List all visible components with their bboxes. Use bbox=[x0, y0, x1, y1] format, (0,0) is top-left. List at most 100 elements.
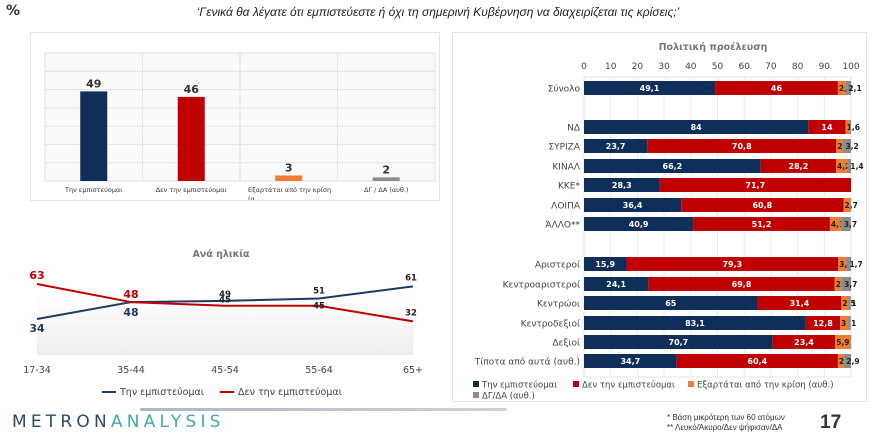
row-label: ΚΙΝΑΛ bbox=[552, 163, 580, 173]
segment-label: 3,7 bbox=[844, 280, 857, 289]
category-label: Την εμπιστεύομαι bbox=[64, 186, 122, 194]
bar-segment bbox=[659, 178, 851, 192]
category-label: Δεν την εμπιστεύομαι bbox=[156, 186, 227, 194]
bar-segment bbox=[838, 257, 847, 271]
bar-segment bbox=[840, 316, 849, 330]
bar-segment bbox=[584, 257, 627, 271]
bar-segment bbox=[584, 296, 758, 310]
bar-segment bbox=[843, 354, 851, 368]
bar-3 bbox=[275, 175, 303, 181]
bar-1 bbox=[80, 91, 108, 181]
series-line-distrust bbox=[36, 283, 414, 323]
data-label-trust: 48 bbox=[123, 306, 138, 319]
row-label: Αριστεροί bbox=[535, 261, 580, 271]
x-tick-label: 20 bbox=[632, 62, 644, 72]
row-label: ΛΟΙΠΑ bbox=[551, 202, 581, 212]
bar-segment bbox=[760, 159, 837, 173]
segment-label: 66,2 bbox=[663, 162, 683, 171]
x-tick-label: 65+ bbox=[403, 365, 423, 376]
footnote-2: ** Λευκό/Άκυρο/Δεν ψήφισαν/ΔΑ bbox=[667, 423, 783, 432]
bar-segment bbox=[584, 198, 682, 212]
bar-segment bbox=[772, 335, 836, 349]
data-label-trust: 34 bbox=[29, 322, 45, 335]
segment-label: 3,2 bbox=[845, 142, 858, 151]
segment-label: 1 bbox=[851, 299, 856, 308]
overall-chart-panel: 49 Την εμπιστεύομαι 46 Δεν την εμπιστεύομαι… bbox=[30, 32, 440, 203]
bar-segment bbox=[647, 139, 837, 153]
segment-label: 3,7 bbox=[844, 220, 857, 229]
bar-value-label: 49 bbox=[86, 77, 101, 90]
row-label: Κεντροαριστεροί bbox=[503, 281, 580, 291]
x-tick-label: 10 bbox=[605, 62, 617, 72]
data-label-trust: 61 bbox=[405, 273, 417, 283]
legend-label: Δεν την εμπιστεύομαι bbox=[582, 380, 675, 391]
x-tick-label: 60 bbox=[738, 62, 750, 72]
bar-segment bbox=[845, 81, 851, 95]
segment-label: 24,1 bbox=[606, 280, 626, 289]
bar-segment bbox=[848, 296, 851, 310]
bar-segment bbox=[715, 81, 838, 95]
bar-value-label: 2 bbox=[382, 163, 390, 176]
bar-segment bbox=[757, 296, 842, 310]
row-label: ΚΚΕ* bbox=[558, 182, 580, 192]
bar-segment bbox=[843, 198, 851, 212]
x-tick-label: 50 bbox=[712, 62, 724, 72]
bar-segment bbox=[849, 120, 851, 134]
x-tick-label: 17-34 bbox=[23, 365, 51, 376]
x-tick-label: 55-64 bbox=[305, 365, 333, 376]
bar-segment bbox=[693, 217, 830, 231]
row-label: Κεντρώοι bbox=[537, 299, 580, 310]
footnotes: * Βάση μικρότερη των 60 ατόμων ** Λευκό/… bbox=[667, 413, 785, 433]
segment-label: 28,2 bbox=[789, 162, 809, 171]
segment-label: 70,7 bbox=[669, 338, 689, 347]
segment-label: 31,4 bbox=[790, 299, 810, 308]
bar-segment bbox=[584, 354, 677, 368]
segment-label: 40,9 bbox=[629, 220, 649, 229]
bar-segment bbox=[584, 335, 773, 349]
segment-label: 28,3 bbox=[612, 181, 632, 190]
segment-label: 46 bbox=[771, 84, 783, 93]
segment-label: 12,8 bbox=[813, 319, 833, 328]
segment-label: 14 bbox=[821, 123, 833, 132]
bar-segment bbox=[845, 120, 850, 134]
segment-label: 23,4 bbox=[794, 338, 814, 347]
segment-label: 1,7 bbox=[849, 260, 862, 269]
data-label-distrust: 45 bbox=[313, 302, 325, 312]
bar-segment bbox=[676, 354, 838, 368]
bar-segment bbox=[584, 81, 716, 95]
bar-segment bbox=[584, 277, 649, 291]
legend-label: ΔΓ/ΔΑ (αυθ.) bbox=[482, 392, 535, 402]
row-label: Σύνολο bbox=[548, 84, 581, 95]
data-label-distrust: 48 bbox=[123, 288, 138, 301]
legend-swatch bbox=[473, 392, 479, 398]
x-tick-label: 100 bbox=[842, 62, 859, 72]
category-label: Εξαρτάται από την κρίση bbox=[248, 186, 331, 194]
segment-label: 60,4 bbox=[747, 357, 767, 366]
x-tick-label: 30 bbox=[658, 62, 670, 72]
bar-segment bbox=[808, 120, 846, 134]
x-tick-label: 80 bbox=[792, 62, 804, 72]
segment-label: 34,7 bbox=[620, 357, 640, 366]
segment-label: 36,4 bbox=[623, 201, 643, 210]
data-label-distrust: 63 bbox=[29, 269, 44, 282]
segment-label: 79,3 bbox=[722, 260, 742, 269]
segment-label: 84 bbox=[691, 123, 703, 132]
data-label-trust: 51 bbox=[313, 286, 325, 296]
bar-segment bbox=[842, 139, 851, 153]
segment-label: 1 bbox=[851, 319, 856, 328]
segment-label: 71,7 bbox=[745, 181, 765, 190]
bar-segment bbox=[848, 316, 851, 330]
data-label-trust: 49 bbox=[219, 290, 231, 300]
segment-label: 2,7 bbox=[845, 201, 858, 210]
segment-label: 2,1 bbox=[848, 84, 861, 93]
segment-label: 70,8 bbox=[732, 142, 752, 151]
bar-segment bbox=[836, 159, 848, 173]
data-label-distrust: 32 bbox=[405, 308, 417, 318]
segment-label: 4,1 bbox=[831, 220, 844, 229]
legend-label-trust: Την εμπιστεύομαι bbox=[119, 387, 204, 398]
segment-label: 3,1 bbox=[839, 260, 852, 269]
bar-4 bbox=[372, 177, 400, 181]
page-number: 17 bbox=[820, 412, 842, 433]
segment-label: 65 bbox=[665, 299, 677, 308]
age-chart-title: Ανά ηλικία bbox=[192, 249, 250, 260]
